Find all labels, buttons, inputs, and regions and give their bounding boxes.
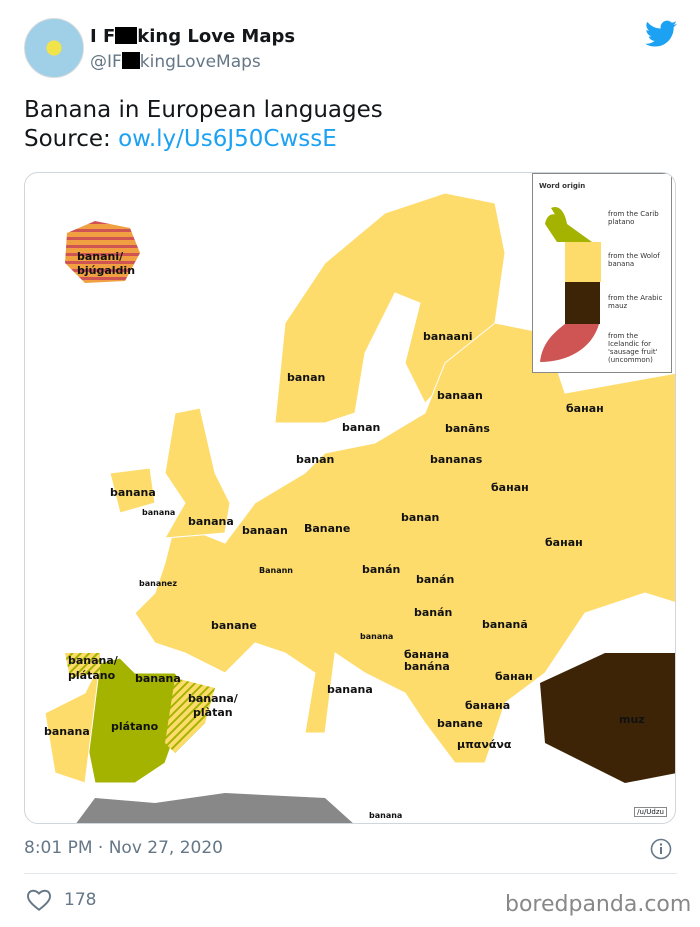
map-legend: Word origin from the Carib platano from … <box>532 173 672 373</box>
like-count: 178 <box>64 890 97 910</box>
twitter-bird-icon <box>645 20 677 47</box>
display-name[interactable]: I F king Love Maps <box>90 26 295 47</box>
map-label: banana <box>44 725 90 738</box>
legend-item: from the Wolof banana <box>608 252 660 268</box>
name-part: king Love Maps <box>137 26 296 47</box>
map-label: banana <box>135 672 181 685</box>
map-label: μπανάνα <box>457 738 512 751</box>
map-label: банан <box>495 670 533 683</box>
map-label: banana <box>369 811 403 820</box>
name-part: I F <box>90 26 116 47</box>
mainland <box>134 322 675 764</box>
britain <box>109 407 231 539</box>
map-label: banane <box>211 619 257 632</box>
map-label: банан <box>545 536 583 549</box>
source-label: Source: <box>24 126 119 152</box>
map-label: банан <box>566 402 604 415</box>
turkey <box>540 653 675 783</box>
map-label: Banann <box>259 566 293 575</box>
map-label: plàtan <box>193 706 233 719</box>
timestamp[interactable]: 8:01 PM · Nov 27, 2020 <box>24 838 223 858</box>
handle[interactable]: @IF kingLoveMaps <box>90 52 261 72</box>
map-label: banan <box>401 511 440 524</box>
map-label: banani/ <box>77 250 124 263</box>
map-land <box>44 192 675 823</box>
map-label: Banane <box>304 522 351 535</box>
info-icon[interactable] <box>650 838 672 860</box>
africa <box>76 793 353 823</box>
source-link[interactable]: ow.ly/Us6J50CwssE <box>118 126 337 152</box>
map-credit: /u/Udzu <box>634 807 667 817</box>
galicia <box>65 653 100 678</box>
map-label: plátano <box>111 720 159 733</box>
map-label: banană <box>482 618 528 631</box>
map-label: bananez <box>139 579 177 588</box>
map-label: muz <box>619 713 645 726</box>
map-label: banána <box>404 660 450 673</box>
map-label: banana <box>188 515 234 528</box>
tweet-line: Banana in European languages <box>24 97 383 123</box>
legend-item: from the Carib platano <box>608 210 659 226</box>
map-label: bjúgaldin <box>77 264 136 277</box>
map-label: banán <box>416 573 455 586</box>
heart-icon[interactable] <box>26 888 52 912</box>
handle-part: kingLoveMaps <box>139 52 261 72</box>
map-label: banana/ <box>68 654 118 667</box>
catalonia <box>165 678 215 753</box>
map-label: banane <box>437 717 483 730</box>
map-label: banana <box>360 632 394 641</box>
banana-legend-icon <box>540 206 601 362</box>
iceland <box>65 221 140 283</box>
map-label: банан <box>491 481 529 494</box>
divider <box>24 873 677 874</box>
map-label: banāns <box>445 422 490 435</box>
handle-part: @IF <box>90 52 122 72</box>
map-label: banaani <box>423 330 473 343</box>
map-label: banan <box>287 371 326 384</box>
tweet-line: Source: ow.ly/Us6J50CwssE <box>24 125 383 154</box>
map-label: banana <box>142 508 176 517</box>
redaction-box <box>121 52 140 69</box>
map-label: banaan <box>437 389 483 402</box>
map-label: банана <box>404 648 450 661</box>
map-label: banana/ <box>188 692 238 705</box>
avatar[interactable] <box>24 18 84 78</box>
map-label: banana <box>110 486 156 499</box>
map-label: banán <box>362 563 401 576</box>
portugal <box>44 662 101 784</box>
map-label: banana <box>327 683 373 696</box>
redaction-box <box>115 27 138 44</box>
tweet-text: Banana in European languages Source: ow.… <box>24 96 383 154</box>
watermark: boredpanda.com <box>505 892 692 917</box>
map-label: banan <box>342 421 381 434</box>
map-label: банана <box>465 699 511 712</box>
legend-item: from the Arabic mauz <box>608 294 663 310</box>
map-label: banán <box>414 606 453 619</box>
map-label: banaan <box>242 524 288 537</box>
legend-title: Word origin <box>539 182 586 190</box>
legend-item: from the Icelandic for 'sausage fruit' (… <box>608 332 658 364</box>
map-label: plátano <box>68 669 116 682</box>
map-label: bananas <box>430 453 483 466</box>
map-image[interactable]: Word origin from the Carib platano from … <box>24 172 676 824</box>
map-label: banan <box>296 453 335 466</box>
